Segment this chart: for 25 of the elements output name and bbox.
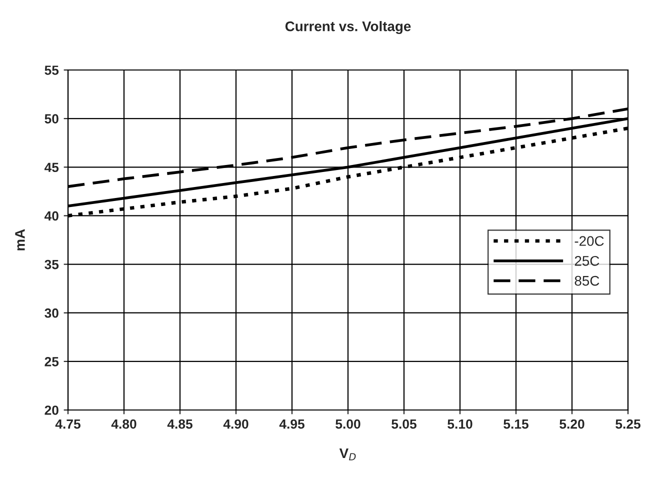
y-tick-label: 25 xyxy=(44,356,59,366)
y-tick-label: 30 xyxy=(44,308,58,318)
y-tick-label: 35 xyxy=(44,260,59,270)
y-tick-label: 20 xyxy=(44,406,58,415)
x-tick-label: 5.25 xyxy=(616,419,640,429)
x-tick-label: 4.85 xyxy=(167,419,192,429)
legend-label: 85C xyxy=(574,276,600,286)
legend-label: -20C xyxy=(574,236,604,246)
x-tick-label: 5.00 xyxy=(336,419,360,429)
chart-title: Current vs. Voltage xyxy=(285,21,411,34)
x-tick-label: 5.05 xyxy=(392,419,416,429)
x-axis-title: V$_{D}$ xyxy=(339,448,356,460)
x-tick-label: 4.75 xyxy=(55,420,80,429)
y-axis-title: mA xyxy=(15,229,25,250)
y-tick-label: 50 xyxy=(44,114,58,124)
x-tick-label: 4.90 xyxy=(223,419,248,429)
x-tick-label: 5.10 xyxy=(448,419,472,429)
x-tick-label: 4.95 xyxy=(279,419,304,429)
y-tick-label: 45 xyxy=(44,162,59,172)
y-tick-label: 55 xyxy=(44,66,59,75)
x-tick-label: 5.15 xyxy=(504,420,528,429)
x-tick-label: 4.80 xyxy=(111,419,136,429)
y-tick-label: 40 xyxy=(44,211,58,221)
x-tick-label: 5.20 xyxy=(560,419,584,429)
legend-label: 25C xyxy=(574,256,600,266)
